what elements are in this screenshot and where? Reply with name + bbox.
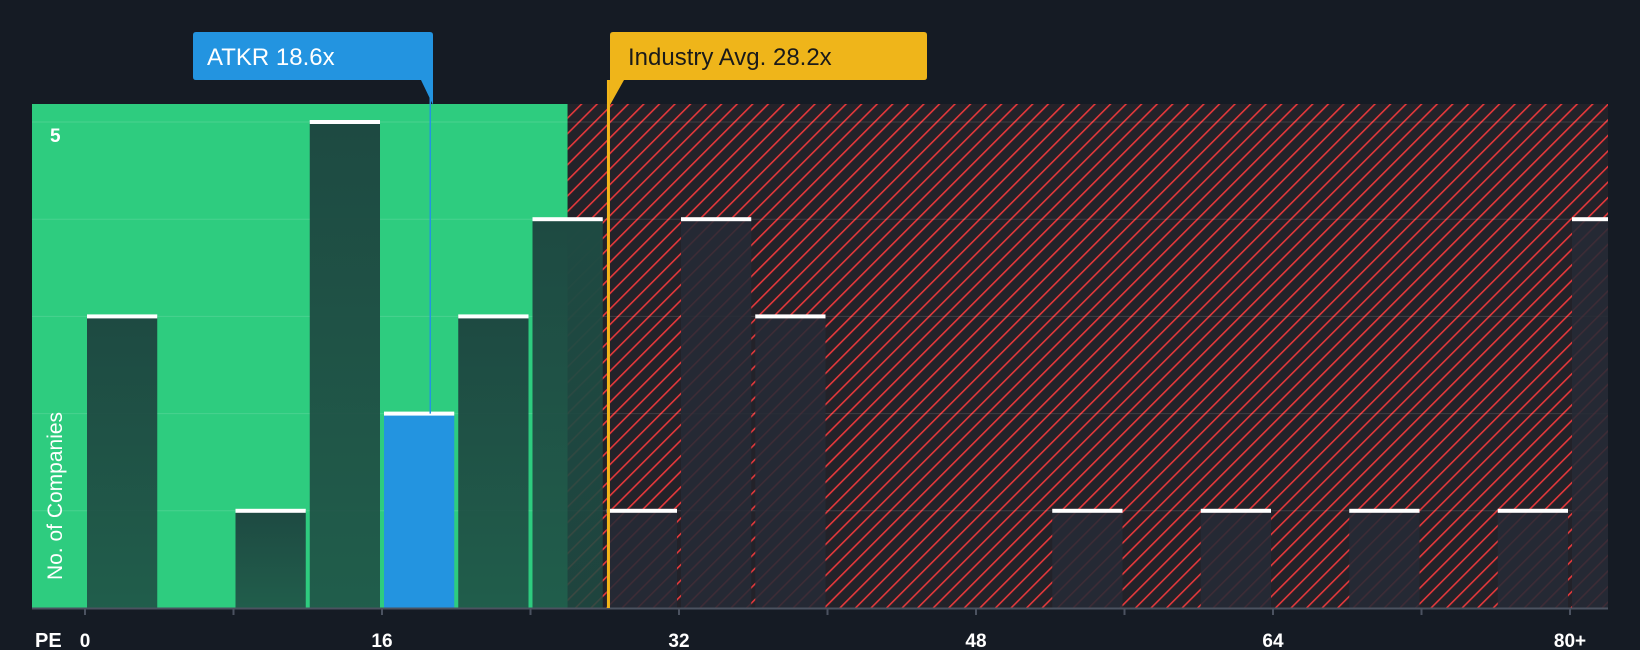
bar-cap: [681, 217, 751, 221]
bar-cap: [1572, 217, 1608, 221]
x-tick-label: 0: [80, 631, 91, 650]
histogram-bar: [236, 511, 306, 608]
histogram-bar: [1201, 511, 1271, 608]
bar-cap: [236, 509, 306, 513]
bar-cap: [755, 314, 825, 318]
histogram-bar: [1052, 511, 1122, 608]
histogram-bar: [1572, 219, 1608, 608]
bar-cap: [458, 314, 528, 318]
x-axis-label: PE: [35, 630, 62, 650]
histogram-bar: [755, 316, 825, 608]
pe-distribution-chart: 0 16 32 48 64 80+ 5 No. of Companies PE ATKR …: [0, 0, 1640, 650]
x-tick-label: 48: [965, 631, 986, 650]
histogram-bar: [607, 511, 677, 608]
x-tick-label: 80+: [1554, 631, 1586, 650]
histogram-bar: [681, 219, 751, 608]
histogram-bar: [310, 122, 380, 608]
y-axis: 5: [50, 126, 61, 147]
bar-cap: [607, 509, 677, 513]
bar-cap: [1498, 509, 1568, 513]
histogram-bar: [87, 316, 157, 608]
histogram-bar: [533, 219, 603, 608]
bar-cap: [87, 314, 157, 318]
histogram-bar: [458, 316, 528, 608]
bar-cap: [1349, 509, 1419, 513]
x-tick-label: 64: [1262, 631, 1284, 650]
y-tick-label: 5: [50, 126, 61, 147]
x-axis: 0 16 32 48 64 80+: [32, 608, 1608, 650]
subject-callout-label: ATKR 18.6x: [207, 44, 335, 71]
histogram-bar: [1498, 511, 1568, 608]
industry-average-label: Industry Avg. 28.2x: [628, 44, 832, 71]
bar-cap: [1052, 509, 1122, 513]
bar-cap: [384, 412, 454, 416]
subject-bar: [384, 414, 454, 608]
x-tick-label: 16: [371, 631, 392, 650]
y-axis-label: No. of Companies: [44, 412, 67, 580]
histogram-bar: [1349, 511, 1419, 608]
bar-cap: [310, 120, 380, 124]
bar-cap: [533, 217, 603, 221]
x-tick-label: 32: [668, 631, 689, 650]
bar-cap: [1201, 509, 1271, 513]
